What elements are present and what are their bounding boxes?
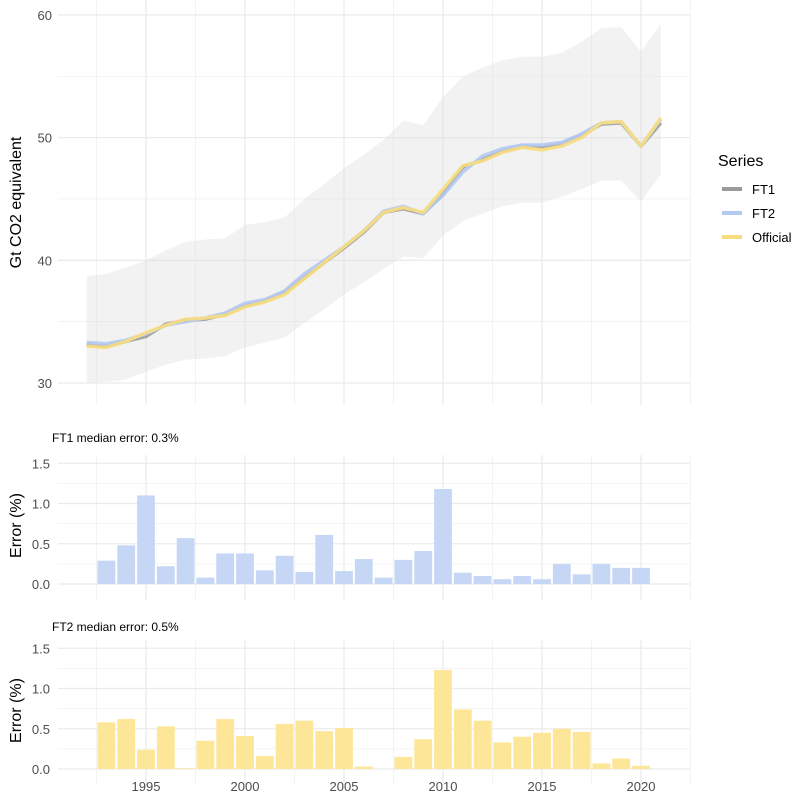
series-line-official: [86, 116, 663, 350]
y-tick-label: 0.5: [32, 537, 50, 552]
error-bar: [117, 719, 136, 769]
panel-title: FT1 median error: 0.3%: [52, 431, 179, 445]
error-bar: [473, 575, 492, 584]
error-bar: [533, 732, 551, 769]
error-bar: [632, 765, 650, 769]
error-bar: [434, 669, 452, 769]
x-tick-label: 1995: [132, 779, 161, 794]
error-bar: [196, 740, 215, 769]
error-bar: [513, 575, 532, 584]
y-tick-label: 0.0: [32, 577, 50, 592]
error-bar: [156, 726, 175, 769]
error-bar: [137, 495, 155, 584]
error-bar: [612, 567, 631, 584]
error-bar: [453, 709, 472, 769]
x-tick-label: 2010: [429, 779, 458, 794]
error-bar: [354, 766, 373, 769]
error-bar: [354, 559, 373, 584]
error-bar: [572, 574, 591, 584]
error-bar: [552, 563, 571, 584]
panel-title: FT2 median error: 0.5%: [52, 620, 179, 634]
x-tick-label: 2005: [330, 779, 359, 794]
y-tick-label: 30: [38, 376, 52, 391]
error-bar: [255, 756, 274, 769]
error-bar: [176, 768, 195, 769]
error-bar: [632, 567, 650, 584]
y-tick-label: 1.0: [32, 682, 50, 697]
error-bar: [335, 571, 353, 584]
error-bar: [275, 555, 294, 584]
error-bar: [533, 579, 551, 584]
error-bar: [612, 758, 631, 769]
error-bar: [315, 534, 334, 584]
error-bar: [117, 545, 136, 584]
legend-item-ft2: FT2: [722, 206, 775, 221]
error-bar: [255, 570, 274, 584]
error-bar: [592, 563, 611, 584]
error-bar: [592, 763, 611, 769]
error-bar: [236, 553, 254, 584]
error-bar: [572, 731, 591, 769]
y-axis-title: Gt CO2 equivalent: [8, 136, 25, 268]
y-tick-label: 1.0: [32, 497, 50, 512]
legend-item-official: Official: [722, 230, 792, 245]
error-bar: [216, 553, 235, 584]
error-bar: [374, 577, 393, 584]
error-bar: [414, 739, 433, 769]
error-bar: [493, 579, 512, 584]
error-bar: [434, 489, 452, 584]
x-tick-label: 2015: [528, 779, 557, 794]
error-bar: [97, 560, 116, 584]
error-bar: [176, 538, 195, 584]
error-bar: [473, 720, 492, 769]
error-bar: [453, 572, 472, 584]
y-tick-label: 60: [38, 8, 52, 23]
error-bar: [315, 731, 334, 769]
y-axis-title: Error (%): [8, 493, 25, 558]
error-bar: [216, 719, 235, 769]
ft1-error-panel: 0.0 0.5 1.0 1.5 Error (%) FT1 median error: 0…: [8, 431, 691, 600]
error-bar: [295, 571, 314, 584]
legend-title: Series: [718, 153, 763, 170]
error-bar: [414, 550, 433, 584]
legend-label-ft1: FT1: [752, 182, 775, 197]
legend-item-ft1: FT1: [722, 182, 775, 197]
y-tick-label: 50: [38, 131, 52, 146]
error-bar: [394, 756, 413, 769]
uncertainty-band: [86, 23, 661, 383]
legend-label-official: Official: [752, 230, 792, 245]
error-bar: [97, 722, 116, 769]
x-tick-label: 2000: [231, 779, 260, 794]
error-bar: [493, 742, 512, 769]
y-tick-label: 1.5: [32, 456, 50, 471]
emissions-panel: 30 40 50 60 Gt CO2 equivalent: [8, 0, 691, 405]
error-bar: [394, 559, 413, 584]
y-tick-label: 40: [38, 253, 52, 268]
y-tick-label: 0.0: [32, 762, 50, 777]
legend: Series FT1 FT2 Official: [718, 153, 792, 245]
error-bar: [196, 577, 215, 584]
error-bar: [236, 735, 254, 769]
error-bar: [156, 566, 175, 584]
error-bar: [137, 749, 155, 769]
error-bar: [275, 723, 294, 769]
error-bar: [335, 727, 353, 769]
ft2-error-panel: 0.0 0.5 1.0 1.5 Error (%) FT2 median error: 0…: [8, 620, 691, 794]
x-tick-label: 2020: [627, 779, 656, 794]
y-tick-label: 0.5: [32, 722, 50, 737]
error-bar: [295, 720, 314, 769]
legend-label-ft2: FT2: [752, 206, 775, 221]
y-axis-title: Error (%): [8, 678, 25, 743]
error-bar: [552, 728, 571, 769]
y-tick-label: 1.5: [32, 641, 50, 656]
error-bar: [513, 736, 532, 769]
